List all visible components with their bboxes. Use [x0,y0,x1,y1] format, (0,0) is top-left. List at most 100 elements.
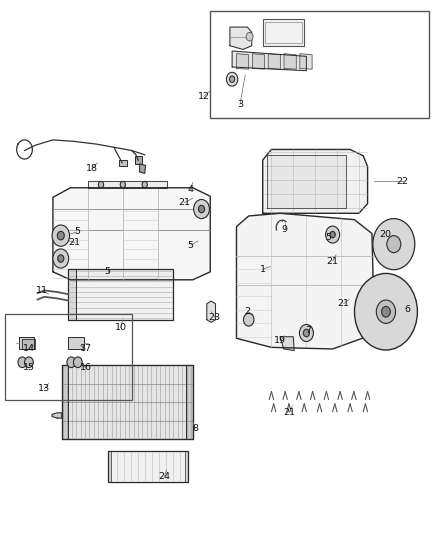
Circle shape [373,219,415,270]
Circle shape [230,76,235,83]
Text: 17: 17 [80,344,92,353]
Bar [62,365,68,439]
Polygon shape [252,54,265,69]
Bar [185,451,188,482]
Circle shape [120,181,125,188]
Circle shape [58,255,64,262]
Bar [68,269,76,320]
Circle shape [376,300,396,324]
Circle shape [74,357,82,368]
Bar [265,22,302,43]
Polygon shape [207,301,215,322]
Circle shape [18,357,27,368]
Polygon shape [280,337,294,351]
Bar [108,451,111,482]
Bar [19,337,34,349]
Polygon shape [300,54,312,69]
Circle shape [67,357,76,368]
Bar [263,19,304,46]
Polygon shape [237,213,374,349]
Bar [68,269,173,320]
Bar [62,365,193,439]
Circle shape [226,72,238,86]
Bar [68,337,84,349]
Circle shape [244,313,254,326]
Polygon shape [284,54,296,69]
Text: 18: 18 [86,164,98,173]
Text: 15: 15 [23,363,35,372]
Text: 5: 5 [187,241,194,250]
Text: 8: 8 [192,424,198,433]
Text: 2: 2 [244,307,251,316]
Text: 6: 6 [404,304,410,313]
Circle shape [387,236,401,253]
Bar [108,451,188,482]
Text: 21: 21 [69,238,81,247]
Bar [62,365,68,439]
Polygon shape [237,54,249,69]
Bar [186,365,193,439]
Text: 21: 21 [338,299,350,308]
Bar [135,156,142,164]
Text: 13: 13 [38,384,50,393]
Circle shape [300,325,314,342]
Text: 5: 5 [74,228,80,237]
Text: 21: 21 [178,198,190,207]
Text: 3: 3 [237,100,243,109]
Bar [135,156,142,164]
Text: 22: 22 [396,177,409,186]
Text: 11: 11 [36,286,48,295]
Polygon shape [52,413,62,418]
Text: 20: 20 [379,230,391,239]
Text: 14: 14 [23,344,35,353]
Bar [68,269,76,320]
Polygon shape [263,149,367,213]
Circle shape [194,199,209,219]
Text: 24: 24 [159,472,170,481]
Polygon shape [53,188,210,280]
Polygon shape [139,164,145,173]
Polygon shape [230,27,252,50]
Text: 23: 23 [208,312,221,321]
Circle shape [325,226,339,243]
Circle shape [52,225,70,246]
Bar [22,340,35,349]
Text: 10: 10 [115,323,127,332]
Polygon shape [88,181,166,188]
Bar [5,314,131,400]
Circle shape [354,273,417,350]
Text: 21: 21 [283,408,295,417]
Bar [68,337,84,349]
Circle shape [99,181,104,188]
Bar [186,365,193,439]
Text: 19: 19 [274,336,286,345]
Text: 16: 16 [80,363,92,372]
Polygon shape [267,155,346,208]
Circle shape [304,329,310,337]
Text: 7: 7 [306,326,311,335]
Text: 21: 21 [327,257,339,265]
Bar [22,340,35,349]
Text: 5: 5 [325,233,331,242]
Text: 1: 1 [260,265,266,273]
Bar [263,19,304,46]
Circle shape [198,205,205,213]
Bar [68,269,173,320]
Bar [210,11,429,118]
Bar [19,337,34,349]
Bar [62,365,193,439]
Circle shape [246,33,253,41]
Circle shape [53,249,69,268]
Polygon shape [232,51,307,71]
Bar [120,160,127,166]
Bar [108,451,188,482]
Circle shape [142,181,147,188]
Polygon shape [268,54,280,69]
Circle shape [330,231,335,238]
Bar [108,451,111,482]
Bar [120,160,127,166]
Circle shape [25,357,33,368]
Circle shape [381,306,390,317]
Bar [185,451,188,482]
Text: 4: 4 [187,185,194,194]
